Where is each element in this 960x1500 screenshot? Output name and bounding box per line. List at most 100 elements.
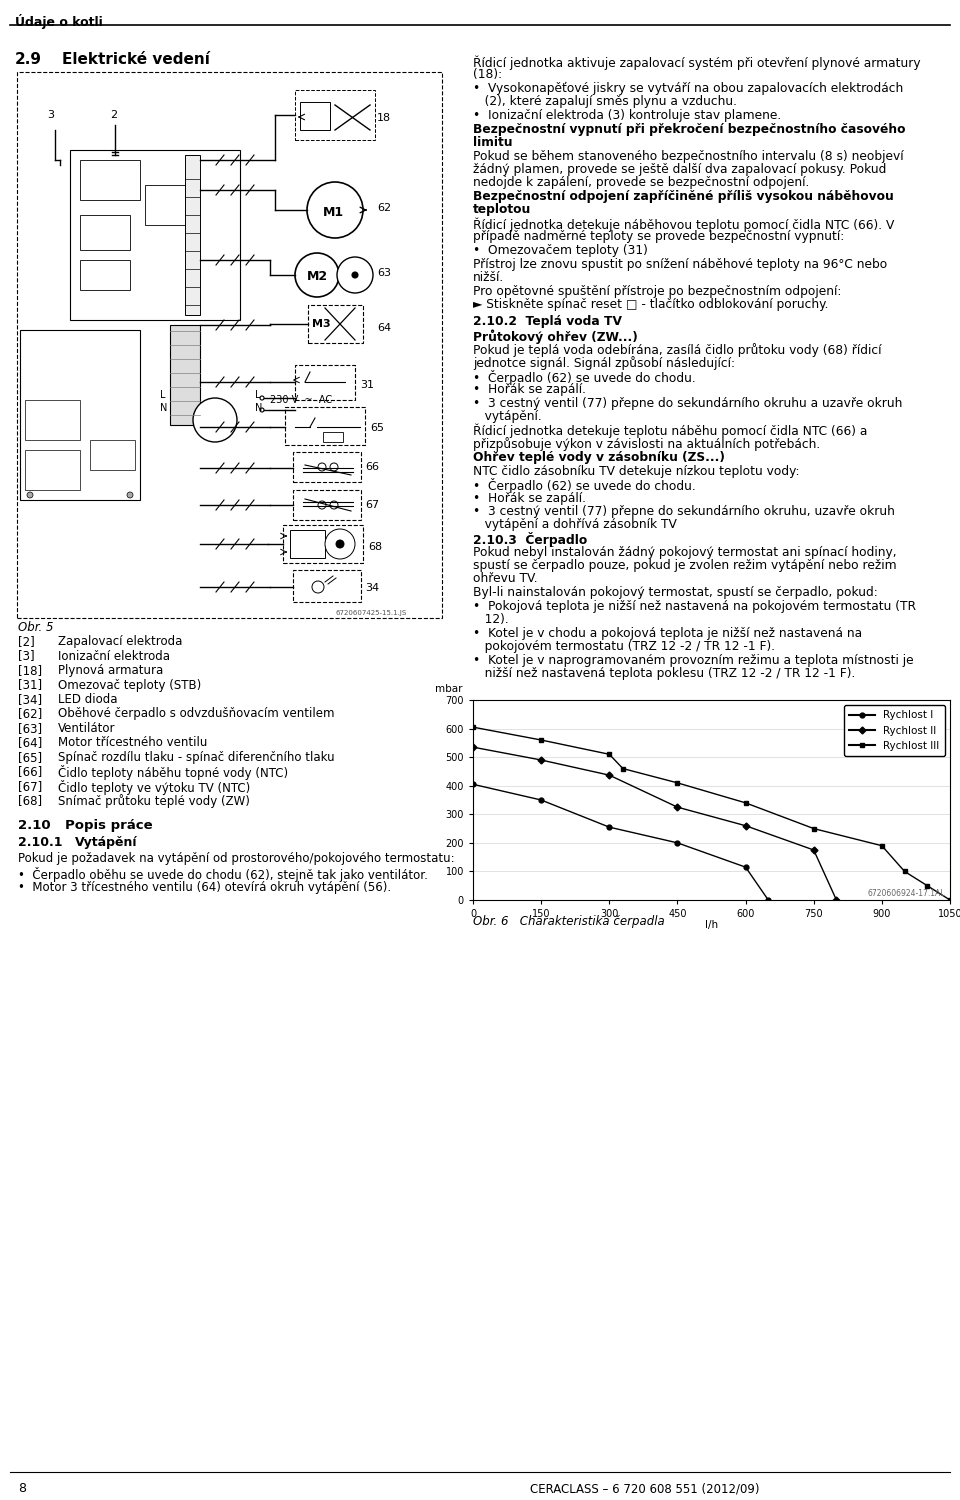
Text: L: L <box>255 390 260 400</box>
Text: •  Čerpadlo (62) se uvede do chodu.: • Čerpadlo (62) se uvede do chodu. <box>473 478 696 494</box>
Text: Řídicí jednotka detekuje náběhovou teplotu pomocí čidla NTC (66). V: Řídicí jednotka detekuje náběhovou teplo… <box>473 217 895 231</box>
Text: Zapalovací elektroda: Zapalovací elektroda <box>58 634 182 648</box>
Text: Snímač průtoku teplé vody (ZW): Snímač průtoku teplé vody (ZW) <box>58 795 250 808</box>
Text: Ventilátor: Ventilátor <box>58 722 115 735</box>
Text: L: L <box>160 390 165 400</box>
Text: (2), které zapalují směs plynu a vzduchu.: (2), které zapalují směs plynu a vzduchu… <box>473 94 737 108</box>
X-axis label: l/h: l/h <box>705 921 718 930</box>
Text: 66: 66 <box>365 462 379 472</box>
Text: 2: 2 <box>110 110 117 120</box>
Text: 3: 3 <box>47 110 54 120</box>
Text: Vytápění: Vytápění <box>75 836 137 849</box>
Text: vytápění.: vytápění. <box>473 410 541 423</box>
Bar <box>80 160 140 200</box>
Text: 18: 18 <box>377 112 391 123</box>
Text: 2.10: 2.10 <box>18 819 51 833</box>
Text: •  Vysokonapěťové jiskry se vytváří na obou zapalovacích elektrodách: • Vysokonapěťové jiskry se vytváří na ob… <box>473 82 903 94</box>
Text: •  Hořák se zapálí.: • Hořák se zapálí. <box>473 492 586 506</box>
Bar <box>90 440 135 470</box>
Bar <box>25 400 80 439</box>
Text: 34: 34 <box>365 584 379 592</box>
Text: [63]: [63] <box>18 722 42 735</box>
Bar <box>295 90 375 140</box>
Text: Bezpečnostní vypnutí při překročení bezpečnostního časového: Bezpečnostní vypnutí při překročení bezp… <box>473 123 905 136</box>
Text: •  3 cestný ventil (77) přepne do sekundárního okruhu, uzavře okruh: • 3 cestný ventil (77) přepne do sekundá… <box>473 506 895 518</box>
Text: •  Čerpadlo oběhu se uvede do chodu (62), stejně tak jako ventilátor.: • Čerpadlo oběhu se uvede do chodu (62),… <box>18 867 428 882</box>
Circle shape <box>330 464 338 471</box>
Text: ohřevu TV.: ohřevu TV. <box>473 572 538 585</box>
Text: 64: 64 <box>377 322 391 333</box>
Text: 2.10.3  Čerpadlo: 2.10.3 Čerpadlo <box>473 532 588 548</box>
Text: Údaje o kotli: Údaje o kotli <box>15 13 103 28</box>
Text: [2]: [2] <box>18 634 35 648</box>
Text: Pokud se během stanoveného bezpečnostního intervalu (8 s) neobjeví: Pokud se během stanoveného bezpečnostníh… <box>473 150 903 164</box>
Text: Motor třícestného ventilu: Motor třícestného ventilu <box>58 736 207 750</box>
Text: Ionizační elektroda: Ionizační elektroda <box>58 650 170 663</box>
Text: vytápění a dohřívá zásobník TV: vytápění a dohřívá zásobník TV <box>473 518 677 531</box>
Bar <box>285 406 365 445</box>
Text: Řídicí jednotka detekuje teplotu náběhu pomocí čidla NTC (66) a: Řídicí jednotka detekuje teplotu náběhu … <box>473 424 868 438</box>
Text: •  Pokojová teplota je nižší než nastavená na pokojovém termostatu (TR: • Pokojová teplota je nižší než nastaven… <box>473 600 916 613</box>
Text: Ohřev teplé vody v zásobníku (ZS...): Ohřev teplé vody v zásobníku (ZS...) <box>473 452 725 464</box>
Text: 62: 62 <box>377 202 391 213</box>
Text: 67: 67 <box>365 500 379 510</box>
Text: Čidlo teploty ve výtoku TV (NTC): Čidlo teploty ve výtoku TV (NTC) <box>58 780 251 795</box>
Circle shape <box>295 254 339 297</box>
Bar <box>70 150 240 320</box>
Bar <box>290 530 325 558</box>
Text: Elektrické vedení: Elektrické vedení <box>62 53 210 68</box>
Text: Popis práce: Popis práce <box>65 819 153 833</box>
Text: •  Kotel je v naprogramovaném provozním režimu a teplota místnosti je: • Kotel je v naprogramovaném provozním r… <box>473 654 914 668</box>
Text: •  Čerpadlo (62) se uvede do chodu.: • Čerpadlo (62) se uvede do chodu. <box>473 370 696 386</box>
Circle shape <box>27 492 33 498</box>
Text: nižší než nastavená teplota poklesu (TRZ 12 -2 / TR 12 -1 F).: nižší než nastavená teplota poklesu (TRZ… <box>473 668 855 680</box>
Bar <box>145 184 185 225</box>
Circle shape <box>352 272 358 278</box>
Bar <box>80 214 130 250</box>
Text: Pro opětovné spuštění přístroje po bezpečnostním odpojení:: Pro opětovné spuštění přístroje po bezpe… <box>473 285 841 298</box>
Text: •  3 cestný ventil (77) přepne do sekundárního okruhu a uzavře okruh: • 3 cestný ventil (77) přepne do sekundá… <box>473 398 902 410</box>
Text: Čidlo teploty náběhu topné vody (NTC): Čidlo teploty náběhu topné vody (NTC) <box>58 765 288 780</box>
Text: 65: 65 <box>370 423 384 433</box>
Text: M1: M1 <box>323 206 344 219</box>
Text: 2.10.1: 2.10.1 <box>18 836 62 849</box>
Text: [67]: [67] <box>18 780 42 794</box>
Circle shape <box>193 398 237 442</box>
Text: pokojovém termostatu (TRZ 12 -2 / TR 12 -1 F).: pokojovém termostatu (TRZ 12 -2 / TR 12 … <box>473 640 775 652</box>
Circle shape <box>325 530 355 560</box>
Text: Obr. 6   Charakteristika čerpadla: Obr. 6 Charakteristika čerpadla <box>473 915 664 928</box>
Text: Spínač rozdílu tlaku - spínač diferenčního tlaku: Spínač rozdílu tlaku - spínač diferenční… <box>58 752 335 764</box>
Text: Pokud je požadavek na vytápění od prostorového/pokojového termostatu:: Pokud je požadavek na vytápění od prosto… <box>18 852 455 865</box>
Bar <box>300 102 330 130</box>
Text: N: N <box>160 404 167 412</box>
Circle shape <box>260 408 264 413</box>
Text: Byl-li nainstalován pokojový termostat, spustí se čerpadlo, pokud:: Byl-li nainstalován pokojový termostat, … <box>473 586 877 598</box>
Text: M2: M2 <box>307 270 328 284</box>
Bar <box>308 304 363 344</box>
Bar <box>80 260 130 290</box>
Text: Pokud je teplá voda odebírána, zasílá čidlo průtoku vody (68) řídicí: Pokud je teplá voda odebírána, zasílá či… <box>473 344 881 357</box>
Circle shape <box>318 501 326 509</box>
Bar <box>293 490 361 520</box>
Text: ► Stiskněte spínač reset □ - tlačítko odblokování poruchy.: ► Stiskněte spínač reset □ - tlačítko od… <box>473 298 828 310</box>
Text: 12).: 12). <box>473 614 509 626</box>
Text: případě nadměrné teploty se provede bezpečnostní vypnutí:: případě nadměrné teploty se provede bezp… <box>473 230 844 243</box>
Text: 31: 31 <box>360 380 374 390</box>
Circle shape <box>312 580 324 592</box>
Text: NTC čidlo zásobníku TV detekuje nízkou teplotu vody:: NTC čidlo zásobníku TV detekuje nízkou t… <box>473 465 800 478</box>
Text: 63: 63 <box>377 268 391 278</box>
Text: přizpůsobuje výkon v závislosti na aktuálních potřebách.: přizpůsobuje výkon v závislosti na aktuá… <box>473 436 820 451</box>
Text: •  Omezovačem teploty (31): • Omezovačem teploty (31) <box>473 244 648 256</box>
Text: Bezpečnostní odpojení zapříčiněné příliš vysokou náběhovou: Bezpečnostní odpojení zapříčiněné příliš… <box>473 190 894 202</box>
Text: Oběhové čerpadlo s odvzdušňovacím ventilem: Oběhové čerpadlo s odvzdušňovacím ventil… <box>58 708 334 720</box>
Text: M3: M3 <box>312 320 330 328</box>
Text: Obr. 5: Obr. 5 <box>18 621 54 634</box>
Text: 230 V  ~  AC: 230 V ~ AC <box>270 394 332 405</box>
Circle shape <box>318 464 326 471</box>
Text: žádný plamen, provede se ještě další dva zapalovací pokusy. Pokud: žádný plamen, provede se ještě další dva… <box>473 164 886 176</box>
Circle shape <box>330 501 338 509</box>
Text: Plynová armatura: Plynová armatura <box>58 664 163 676</box>
Bar <box>283 525 363 562</box>
Text: CERACLASS – 6 720 608 551 (2012/09): CERACLASS – 6 720 608 551 (2012/09) <box>530 1482 759 1496</box>
Text: limitu: limitu <box>473 136 513 148</box>
